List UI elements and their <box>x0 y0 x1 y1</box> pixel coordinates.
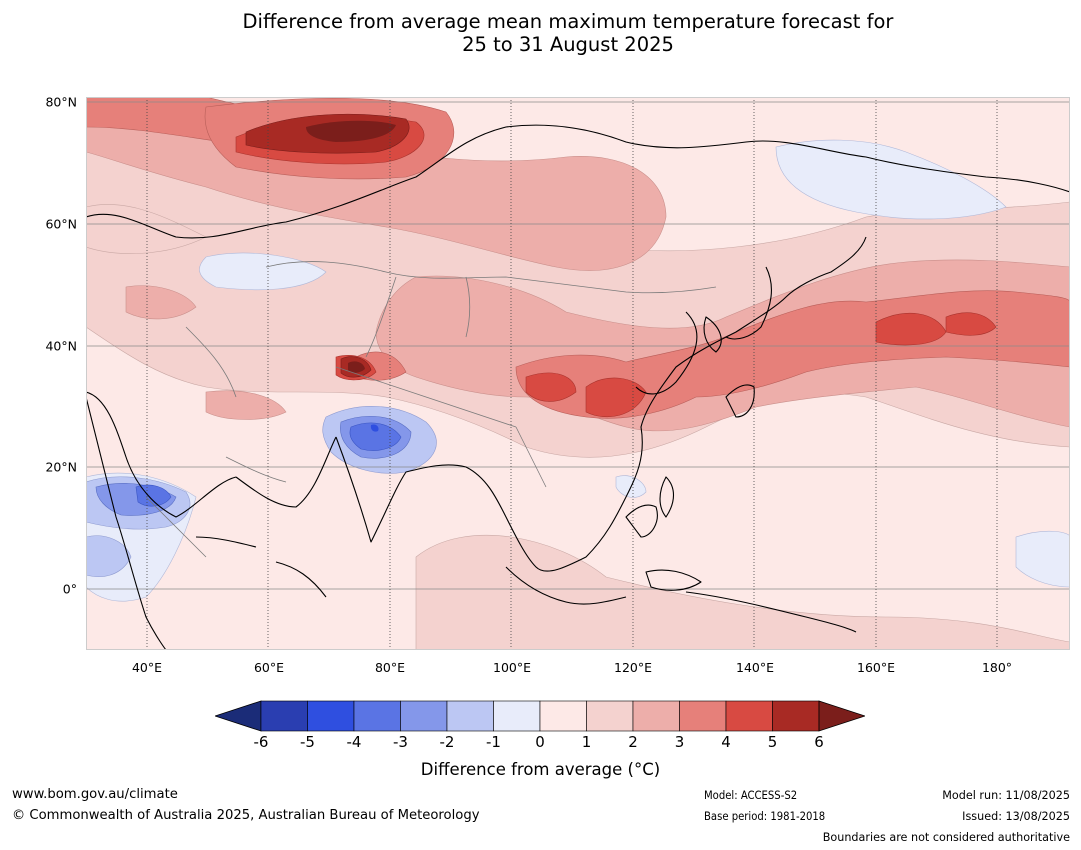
map-title: Difference from average mean maximum tem… <box>0 10 1081 56</box>
coastlines <box>86 124 1070 650</box>
colorbar-tick-label: 4 <box>721 733 731 751</box>
footer-model-run: Model run: 11/08/2025 <box>942 789 1070 802</box>
lon-label-40e: 40°E <box>131 660 163 675</box>
temperature-anomaly-map <box>86 97 1070 650</box>
footer-model: Model: ACCESS-S2 <box>704 789 798 802</box>
colorbar-tick-label: -6 <box>253 733 269 751</box>
title-line-1: Difference from average mean maximum tem… <box>242 10 894 33</box>
colorbar-box <box>260 700 308 732</box>
colorbar-box <box>632 700 680 732</box>
colorbar-tick-label: 3 <box>674 733 685 751</box>
map-frame <box>86 97 1070 650</box>
anomaly-band-above-6 <box>306 120 396 373</box>
colorbar-box <box>446 700 494 732</box>
lon-label-140e: 140°E <box>735 660 775 675</box>
anomaly-band-minus-5-4 <box>370 424 379 432</box>
colorbar-extend-low <box>215 700 262 732</box>
lon-label-180: 180° <box>981 660 1013 675</box>
lon-gridlines <box>146 97 998 650</box>
colorbar-tick-label: -5 <box>300 733 315 751</box>
colorbar <box>215 700 865 732</box>
colorbar-box <box>539 700 587 732</box>
colorbar-tick-label: -4 <box>346 733 362 751</box>
lat-label-80n: 80°N <box>45 94 77 110</box>
colorbar-tick-label: 0 <box>535 733 545 751</box>
lon-label-120e: 120°E <box>613 660 653 675</box>
colorbar-tick-label: -3 <box>393 733 408 751</box>
colorbar-tick-label: 2 <box>628 733 638 751</box>
footer-website[interactable]: www.bom.gov.au/climate <box>12 787 178 802</box>
lat-gridlines <box>86 101 1070 590</box>
colorbar-box <box>353 700 401 732</box>
colorbar-tick-label: -2 <box>439 733 455 751</box>
anomaly-band-minus-4-3 <box>135 422 402 507</box>
footer-copyright: © Commonwealth of Australia 2025, Austra… <box>12 808 480 823</box>
colorbar-label: Difference from average (°C) <box>420 760 661 779</box>
colorbar-box <box>772 700 820 732</box>
colorbar-extend-high <box>818 700 865 732</box>
title-line-2: 25 to 31 August 2025 <box>462 33 674 56</box>
lat-label-0: 0° <box>62 581 77 597</box>
lon-label-80e: 80°E <box>374 660 406 675</box>
colorbar-box <box>586 700 634 732</box>
colorbar-box <box>725 700 773 732</box>
footer-disclaimer: Boundaries are not considered authoritat… <box>822 831 1070 844</box>
lon-label-100e: 100°E <box>492 660 532 675</box>
country-borders <box>145 261 717 558</box>
colorbar-box <box>400 700 448 732</box>
colorbar-tick-label: -1 <box>486 733 501 751</box>
footer-base-period: Base period: 1981-2018 <box>704 810 826 823</box>
lat-label-40n: 40°N <box>45 338 77 354</box>
colorbar-tick-label: 6 <box>814 733 824 751</box>
footer-issued: Issued: 13/08/2025 <box>962 810 1070 823</box>
colorbar-box <box>493 700 541 732</box>
lat-label-60n: 60°N <box>45 216 77 232</box>
lon-label-60e: 60°E <box>253 660 285 675</box>
colorbar-box <box>679 700 727 732</box>
lon-label-160e: 160°E <box>856 660 896 675</box>
colorbar-tick-label: 1 <box>581 733 592 751</box>
colorbar-tick-label: 5 <box>767 733 778 751</box>
colorbar-box <box>307 700 355 732</box>
lat-label-20n: 20°N <box>45 459 77 475</box>
